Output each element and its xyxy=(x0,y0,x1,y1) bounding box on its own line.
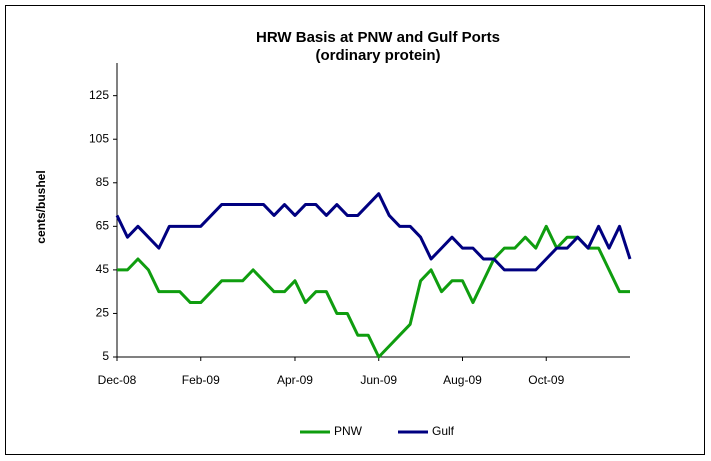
x-tick-label: Apr-09 xyxy=(277,373,313,387)
chart-border xyxy=(5,5,705,455)
chart-title: HRW Basis at PNW and Gulf Ports xyxy=(256,29,500,46)
chart-subtitle: (ordinary protein) xyxy=(315,47,440,64)
line-series xyxy=(115,192,632,272)
legend-label: Gulf xyxy=(432,424,455,438)
x-tick-label: Aug-09 xyxy=(443,373,482,387)
y-tick-label: 25 xyxy=(96,306,110,320)
x-tick-label: Feb-09 xyxy=(182,373,220,387)
y-tick-label: 5 xyxy=(102,349,109,363)
line-series xyxy=(117,224,630,359)
x-tick-label: Dec-08 xyxy=(98,373,137,387)
legend-label: PNW xyxy=(334,424,363,438)
y-tick-label: 45 xyxy=(96,262,110,276)
y-axis-label: cents/bushel xyxy=(34,170,48,243)
y-tick-label: 65 xyxy=(96,219,110,233)
x-tick-label: Oct-09 xyxy=(528,373,564,387)
x-tick-label: Jun-09 xyxy=(360,373,397,387)
y-tick-label: 105 xyxy=(89,131,109,145)
y-tick-label: 125 xyxy=(89,88,109,102)
y-tick-label: 85 xyxy=(96,175,110,189)
